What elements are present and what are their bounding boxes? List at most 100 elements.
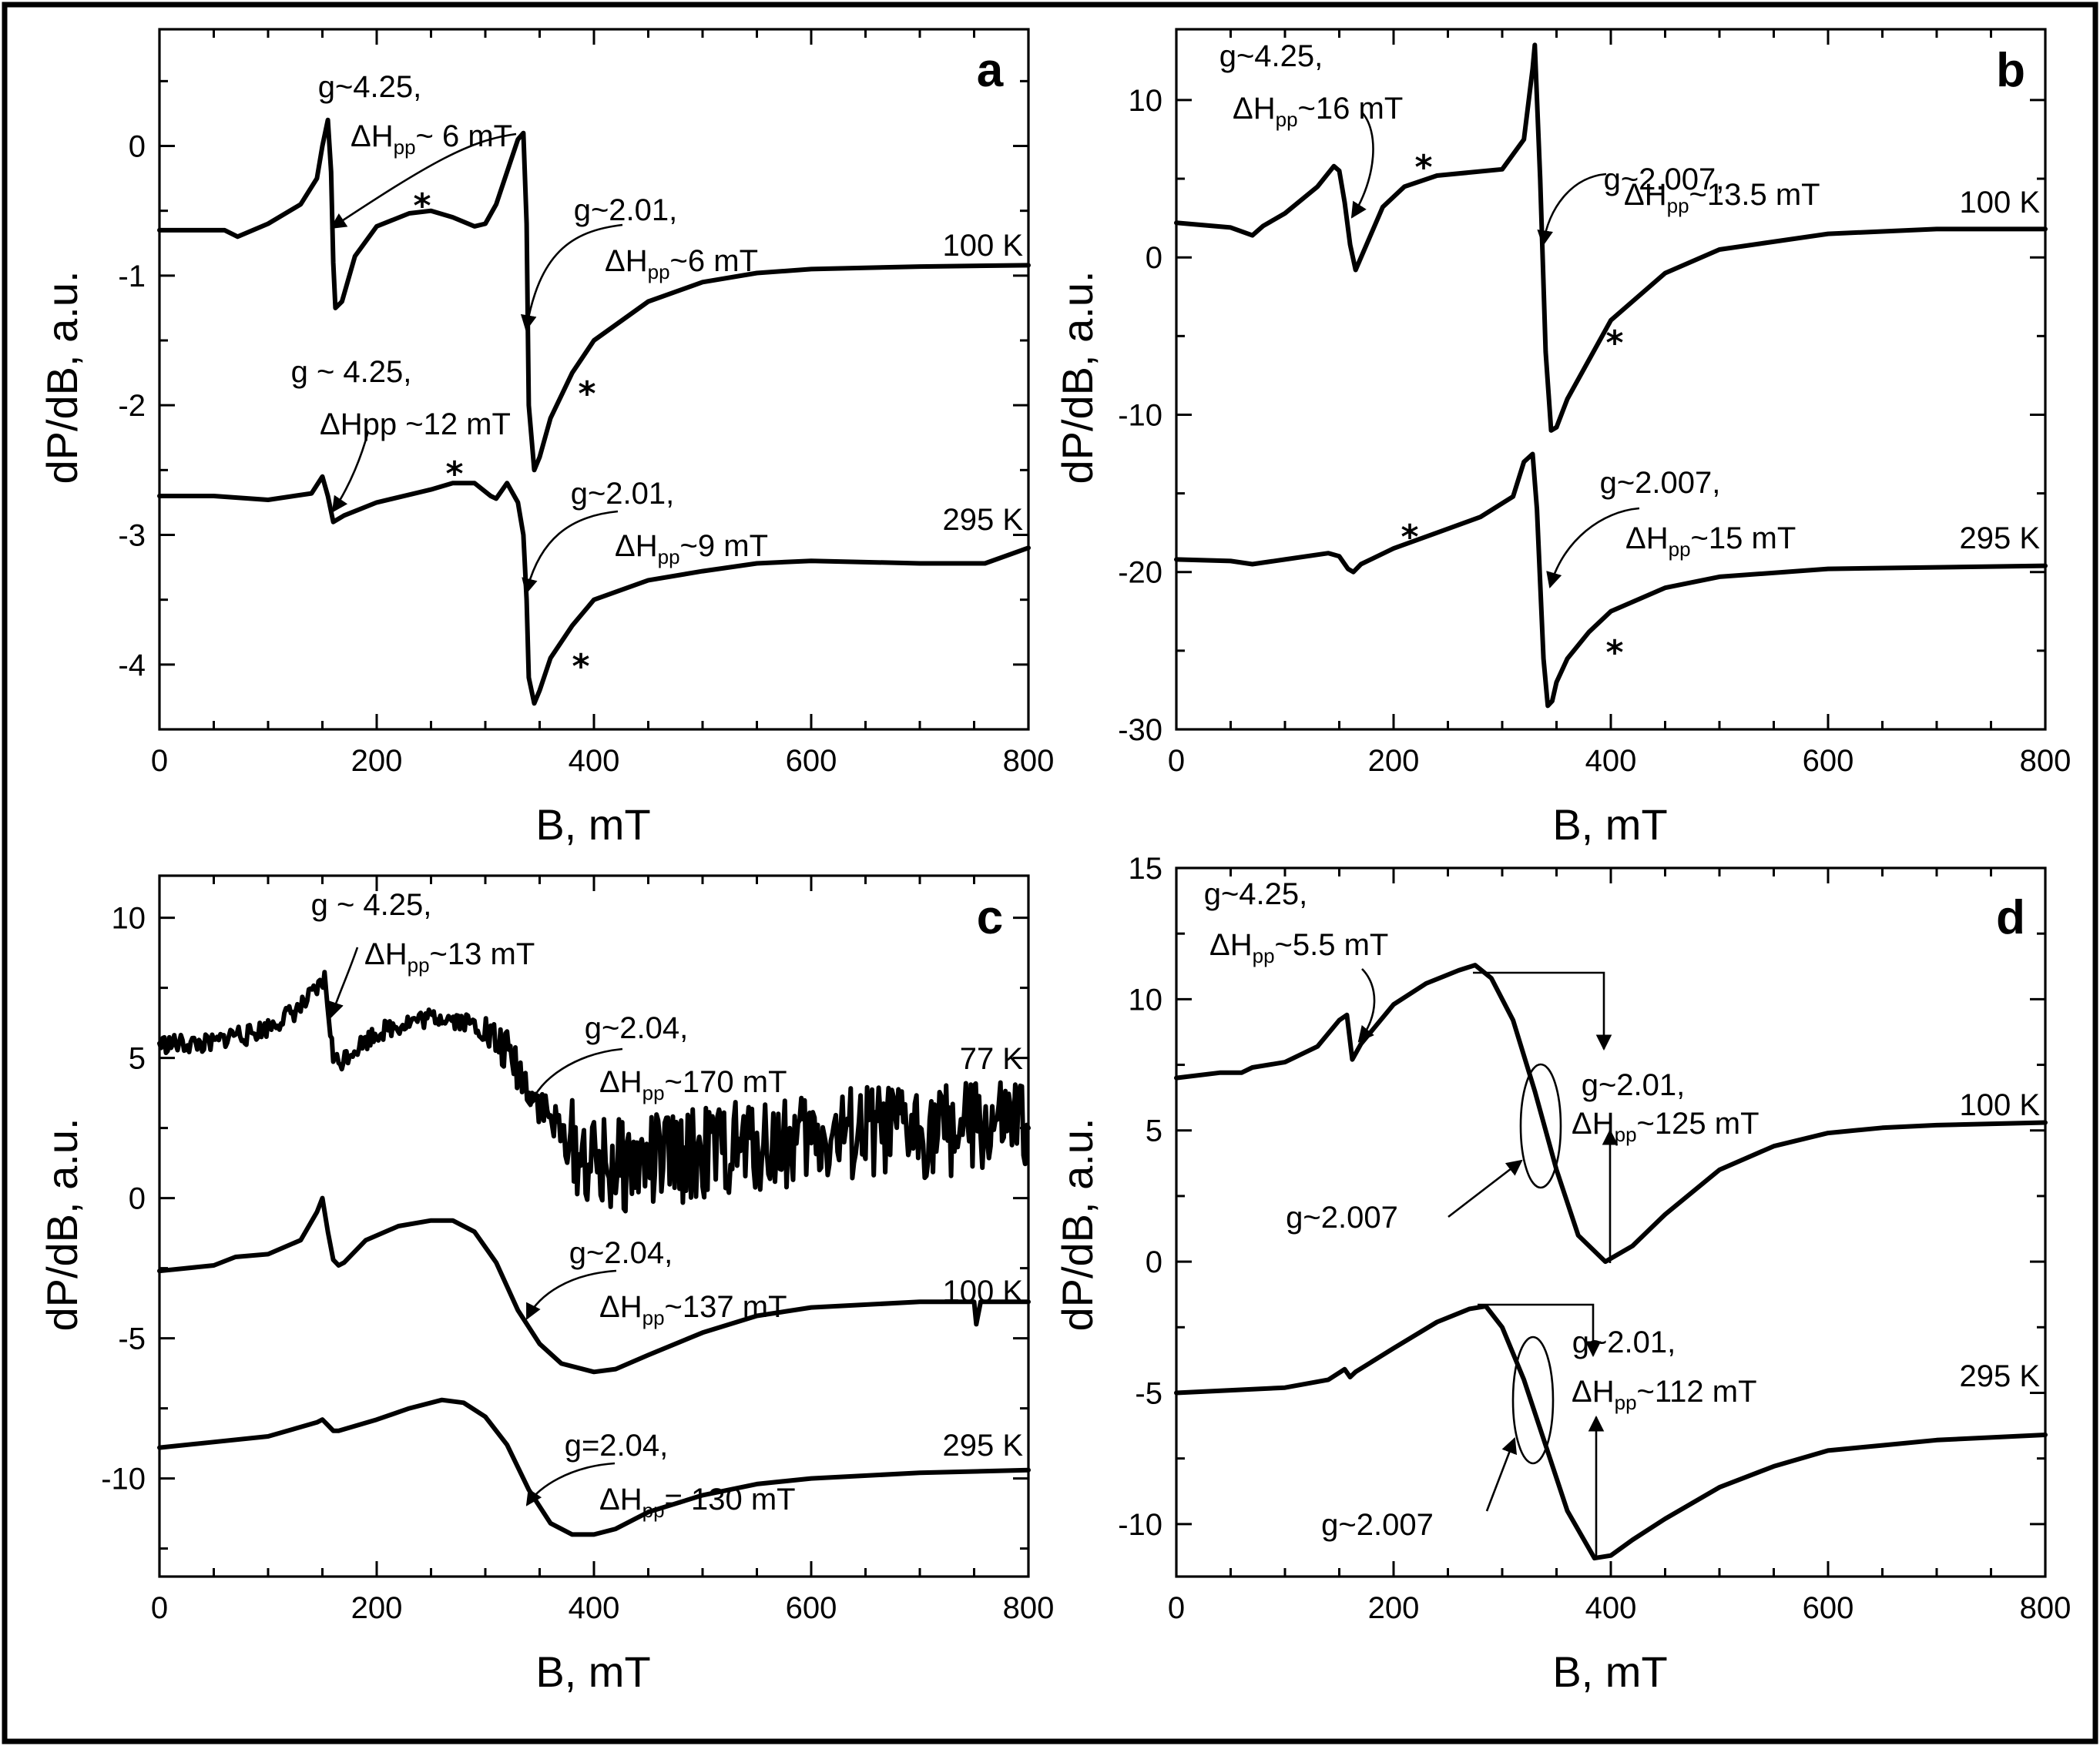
annotation-g-value: g~2.01, (1572, 1325, 1676, 1359)
annotation-g-value: g~2.01, (1582, 1068, 1686, 1102)
x-tick-label: 400 (569, 1591, 620, 1625)
x-tick-label: 400 (569, 744, 620, 778)
annotation-linewidth: ΔHpp~16 mT (1233, 92, 1403, 131)
panel-a: 0 200 400 600 800 0 -1 -2 -3 -4 B, mT dP/dB, a.u. a 1… (38, 28, 1055, 849)
panel-letter: a (977, 44, 1004, 97)
y-tick-label: 0 (129, 130, 146, 164)
trace-77k (157, 970, 1031, 1214)
annotation-arrow (525, 1269, 617, 1320)
annotation-arrow (522, 510, 619, 595)
annotation-g-value: g~2.01, (574, 193, 678, 227)
annotation-g-value: g ~ 4.25, (311, 888, 432, 922)
linewidth-subscript: pp (642, 1499, 665, 1522)
x-tick-label: 0 (151, 1591, 168, 1625)
annotation-g-value: g~2.007 (1321, 1508, 1434, 1542)
linewidth-symbol: ΔH (615, 529, 658, 563)
linewidth-symbol: ΔH (1572, 1107, 1615, 1141)
y-tick-label: -1 (118, 260, 146, 293)
y-axis-title: dP/dB, a.u. (1053, 1118, 1102, 1331)
annotation-arrow (1350, 112, 1374, 219)
linewidth-symbol: ΔH (364, 937, 408, 971)
asterisk-marker: * (1605, 323, 1623, 363)
linewidth-symbol: ΔHpp ~12 mT (320, 407, 511, 441)
annotation-g-value: g~2.007, (1600, 466, 1721, 500)
linewidth-subscript: pp (658, 545, 680, 568)
linewidth-subscript: pp (408, 953, 430, 977)
panel-letter: d (1996, 891, 2025, 944)
linewidth-symbol: ΔH (599, 1483, 642, 1516)
y-tick-label: -5 (1135, 1376, 1162, 1410)
x-tick-label: 400 (1585, 744, 1637, 778)
panel-letter: c (977, 891, 1003, 944)
trace-295k (157, 1397, 1031, 1537)
plot-area-c (158, 874, 1030, 1578)
annotation-linewidth: ΔHpp~137 mT (599, 1290, 787, 1329)
y-tick-label: 0 (1146, 241, 1162, 275)
trace-100k (157, 117, 1031, 473)
y-tick-label: -4 (118, 648, 146, 682)
annotation-arrow (527, 1047, 623, 1108)
y-axis-title: dP/dB, a.u. (1053, 270, 1102, 484)
annotation-linewidth: ΔHpp~15 mT (1625, 521, 1796, 561)
trace-100k (1174, 963, 2048, 1265)
asterisk-marker: * (572, 647, 589, 686)
g-2007-ellipse (1511, 1335, 1555, 1465)
linewidth-subscript: pp (1253, 944, 1275, 967)
x-axis-title: B, mT (535, 800, 650, 849)
annotation-arrow (520, 223, 623, 332)
linewidth-subscript: pp (1667, 194, 1689, 217)
annotation-arrow (1546, 507, 1640, 588)
annotation-g-value: g~2.01, (571, 477, 675, 511)
annotation-g-value: g ~ 4.25, (291, 355, 412, 389)
annotation-linewidth: ΔHpp~112 mT (1572, 1375, 1757, 1414)
x-tick-label: 600 (1803, 744, 1854, 778)
annotation-g-value: g~2.04, (569, 1236, 673, 1270)
linewidth-value: ~13 mT (430, 937, 535, 971)
annotation-g-value: g~4.25, (1204, 877, 1308, 911)
annotation-linewidth: ΔHpp~13 mT (364, 937, 535, 977)
linewidth-subscript: pp (1615, 1123, 1637, 1146)
linewidth-symbol: ΔH (1209, 928, 1253, 962)
x-tick-label: 600 (1803, 1591, 1854, 1625)
x-tick-label: 200 (351, 744, 403, 778)
x-tick-label: 0 (1168, 744, 1185, 778)
pointer-arrow (1448, 1159, 1523, 1218)
x-tick-label: 0 (1168, 1591, 1185, 1625)
linewidth-symbol: ΔH (1625, 521, 1669, 555)
temperature-label: 295 K (1959, 1359, 2040, 1393)
x-tick-label: 600 (786, 744, 837, 778)
temperature-label: 295 K (1959, 521, 2040, 555)
linewidth-value: ~5.5 mT (1275, 928, 1389, 962)
trace-295k (1174, 451, 2048, 709)
linewidth-symbol: ΔH (1624, 178, 1667, 212)
y-tick-label: 10 (1129, 983, 1163, 1017)
y-tick-label: 5 (1146, 1114, 1162, 1148)
x-tick-label: 800 (1003, 744, 1055, 778)
linewidth-value: ~170 mT (665, 1065, 787, 1099)
temperature-label: 100 K (942, 1275, 1023, 1309)
linewidth-subscript: pp (642, 1081, 665, 1104)
annotation-arrow (1357, 968, 1376, 1043)
annotation-linewidth: ΔHpp= 130 mT (599, 1483, 796, 1522)
x-tick-label: 600 (786, 1591, 837, 1625)
x-tick-label: 200 (1368, 1591, 1420, 1625)
temperature-label: 100 K (1959, 1088, 2040, 1122)
linewidth-symbol: ΔH (605, 244, 648, 278)
asterisk-marker: * (445, 454, 463, 494)
linewidth-subscript: pp (1669, 538, 1691, 561)
annotation-linewidth: ΔHpp~9 mT (615, 529, 768, 568)
x-tick-label: 200 (1368, 744, 1420, 778)
annotation-arrow (328, 947, 359, 1018)
linewidth-value: ~112 mT (1637, 1375, 1757, 1409)
y-axis-title: dP/dB, a.u. (38, 270, 86, 484)
x-tick-label: 800 (1003, 1591, 1055, 1625)
y-axis-title: dP/dB, a.u. (38, 1118, 86, 1331)
annotation-arrow (1537, 173, 1607, 247)
linewidth-subscript: pp (648, 260, 670, 283)
y-tick-label: -10 (1118, 398, 1162, 432)
peak-bracket (1473, 971, 1612, 1051)
asterisk-marker: * (1401, 518, 1418, 557)
y-tick-label: -30 (1118, 713, 1162, 747)
temperature-label: 295 K (942, 1429, 1023, 1463)
linewidth-value: ~125 mT (1637, 1107, 1760, 1141)
